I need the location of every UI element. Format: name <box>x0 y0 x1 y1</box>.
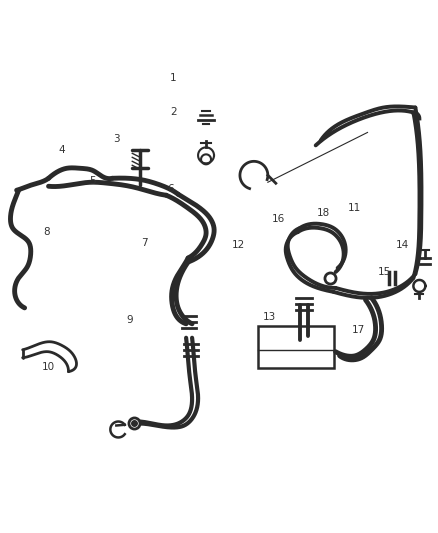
Text: 17: 17 <box>352 325 365 335</box>
Text: 18: 18 <box>317 208 330 219</box>
Text: 11: 11 <box>348 203 361 213</box>
Text: 15: 15 <box>378 267 392 277</box>
Text: 10: 10 <box>42 362 55 373</box>
Text: 7: 7 <box>141 238 148 248</box>
Text: 8: 8 <box>43 227 50 237</box>
Text: 6: 6 <box>168 184 174 195</box>
Text: 9: 9 <box>126 314 133 325</box>
Text: 16: 16 <box>271 214 285 224</box>
Text: 3: 3 <box>113 134 120 144</box>
Text: 14: 14 <box>396 240 409 251</box>
Text: 4: 4 <box>59 144 65 155</box>
Text: 5: 5 <box>89 176 95 187</box>
Text: 2: 2 <box>170 108 177 117</box>
Text: 12: 12 <box>232 240 245 251</box>
Bar <box>258 326 334 368</box>
Text: 1: 1 <box>170 73 177 83</box>
Text: 13: 13 <box>263 312 276 322</box>
